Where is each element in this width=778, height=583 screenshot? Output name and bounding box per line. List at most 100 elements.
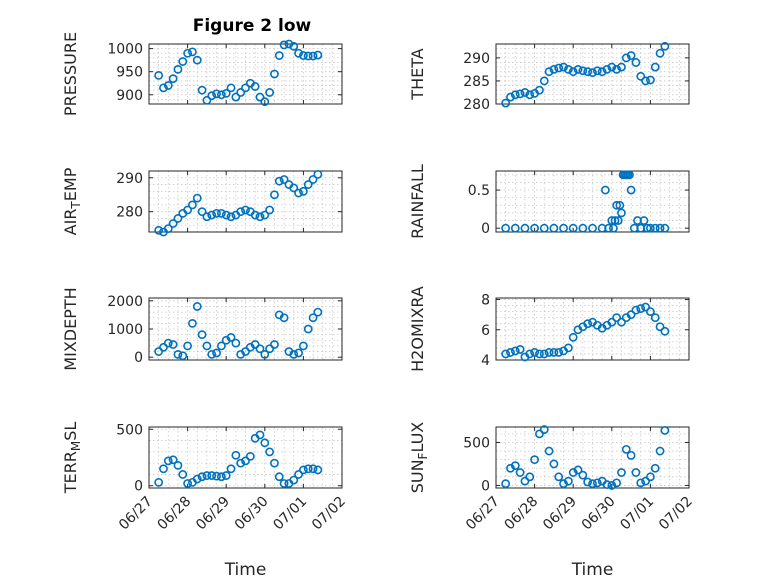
data-point [294, 188, 303, 198]
series-markers [154, 169, 323, 237]
data-point [173, 64, 183, 74]
data-point [549, 64, 559, 74]
panels: 900 950 1000 PRESSURE 280 285 290 THETA 280 290 AI… [61, 32, 696, 580]
x-axis-label: Time [224, 560, 267, 580]
data-point [216, 90, 226, 100]
data-point [241, 347, 250, 356]
data-point [568, 67, 578, 77]
data-point [530, 348, 539, 357]
data-point [597, 67, 607, 77]
data-point [578, 66, 588, 76]
data-point [255, 344, 265, 354]
data-point [298, 51, 308, 60]
data-point [625, 170, 634, 180]
data-point [192, 474, 202, 484]
data-point [197, 330, 207, 340]
data-point [607, 481, 617, 490]
data-point [563, 343, 573, 353]
y-tick-label: 0 [134, 350, 143, 366]
data-point [525, 90, 535, 100]
data-point [549, 459, 559, 469]
data-point [613, 216, 623, 225]
data-point [279, 40, 289, 50]
data-point [544, 67, 554, 77]
chart-theta: 280 285 290 THETA [408, 41, 690, 113]
data-point [274, 51, 284, 60]
data-point [221, 471, 231, 480]
data-point [626, 310, 636, 320]
data-point [159, 464, 168, 474]
series-markers [501, 170, 670, 233]
data-point [197, 85, 207, 95]
y-tick-label: 6 [481, 323, 490, 339]
data-point [568, 223, 578, 233]
data-point [621, 444, 631, 454]
axes-border [148, 43, 343, 105]
data-point [265, 344, 275, 354]
data-point [236, 207, 246, 217]
data-point [188, 318, 197, 328]
data-point [168, 340, 178, 349]
data-point [612, 478, 622, 488]
data-point [650, 463, 660, 473]
data-point [163, 338, 173, 348]
series-markers [154, 39, 323, 107]
x-tick-label: 07/02 [656, 494, 696, 534]
data-point [525, 349, 535, 359]
data-point [303, 51, 313, 61]
data-point [641, 76, 650, 86]
data-point [202, 212, 212, 222]
data-point [154, 477, 164, 487]
x-tick-label: 06/30 [232, 494, 272, 534]
data-point [183, 205, 192, 215]
data-point [226, 333, 236, 342]
grid [495, 171, 690, 232]
data-point [207, 91, 217, 101]
data-point [617, 468, 626, 477]
y-tick-label: 280 [463, 97, 490, 113]
data-point [173, 349, 183, 359]
data-point [250, 82, 260, 91]
data-point [530, 455, 539, 465]
data-point [216, 472, 226, 482]
data-point [270, 190, 279, 200]
data-point [221, 210, 231, 220]
series-markers [501, 302, 670, 362]
data-point [583, 477, 593, 487]
data-point [298, 186, 308, 196]
data-point [236, 458, 246, 468]
data-point [520, 476, 530, 486]
series-markers [501, 425, 670, 490]
data-point [183, 341, 192, 351]
data-point [617, 208, 626, 218]
y-tick-label: 950 [116, 65, 143, 81]
y-tick-label: 900 [116, 88, 143, 104]
data-point [284, 39, 294, 49]
data-point [212, 208, 221, 218]
data-point [197, 472, 207, 482]
data-point [192, 302, 202, 311]
data-point [568, 332, 578, 342]
data-point [539, 223, 549, 233]
series-markers [154, 302, 323, 361]
data-point [313, 465, 323, 475]
data-point [168, 74, 178, 84]
data-point [631, 468, 641, 477]
data-point [308, 51, 318, 61]
x-tick-label: 07/02 [309, 494, 349, 534]
data-point [159, 342, 168, 352]
data-point [231, 338, 241, 348]
data-point [313, 169, 323, 179]
grid [495, 427, 690, 488]
data-point [294, 48, 303, 58]
data-point [535, 349, 544, 359]
data-point [612, 200, 622, 210]
data-point [159, 83, 168, 93]
data-point [178, 57, 188, 66]
data-point [655, 446, 665, 456]
data-point [506, 92, 515, 102]
data-point [255, 430, 265, 440]
y-axis-label: THETA [408, 48, 427, 100]
